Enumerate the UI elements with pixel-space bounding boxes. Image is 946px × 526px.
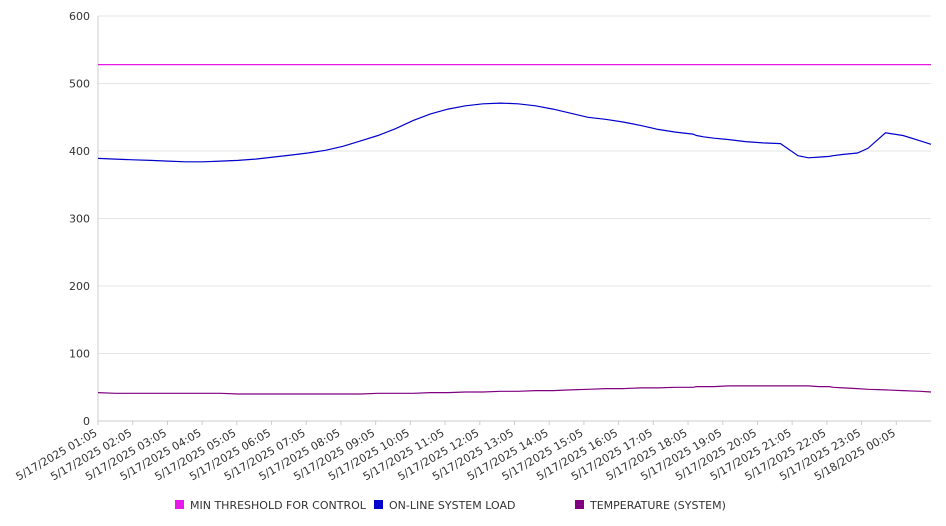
series-line-2 [97, 102, 932, 163]
y-tick-label: 500 [69, 78, 90, 91]
legend-label-2: ON-LINE SYSTEM LOAD [389, 499, 515, 512]
legend-label-3: TEMPERATURE (SYSTEM) [589, 499, 726, 512]
legend-label-1: MIN THRESHOLD FOR CONTROL [190, 499, 367, 512]
y-tick-label: 100 [69, 348, 90, 361]
y-tick-label: 200 [69, 280, 90, 293]
y-tick-label: 0 [83, 415, 90, 428]
legend: MIN THRESHOLD FOR CONTROL ON-LINE SYSTEM … [175, 499, 726, 512]
x-axis-ticks: 5/17/2025 01:055/17/2025 02:055/17/2025 … [14, 421, 898, 483]
y-tick-label: 400 [69, 145, 90, 158]
gridlines [98, 15, 931, 354]
series-lines [97, 63, 932, 395]
y-axis-ticks: 0 100 200 300 400 500 600 [69, 10, 90, 428]
series-line-3 [97, 385, 932, 395]
y-tick-label: 600 [69, 10, 90, 23]
legend-swatch-2 [374, 500, 383, 509]
legend-swatch-3 [575, 500, 584, 509]
y-tick-label: 300 [69, 213, 90, 226]
legend-swatch-1 [175, 500, 184, 509]
